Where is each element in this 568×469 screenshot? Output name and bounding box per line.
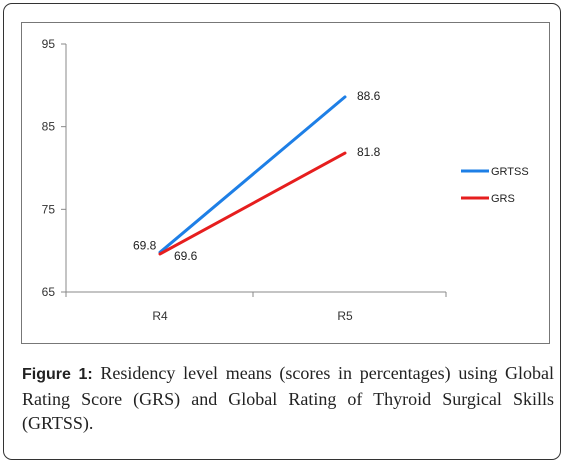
x-tick-label: R4 <box>152 309 168 323</box>
chart-frame <box>21 22 550 344</box>
legend-label-grs: GRS <box>491 193 515 205</box>
x-tick-label: R5 <box>337 309 353 323</box>
figure-panel: Figure 1: Residency level means (scores … <box>3 3 561 460</box>
y-tick-label: 95 <box>42 37 56 51</box>
data-label: 69.8 <box>133 238 157 252</box>
data-label: 88.6 <box>357 89 381 103</box>
y-tick-label: 85 <box>42 120 56 134</box>
series-line-grtss <box>158 95 347 254</box>
data-label: 69.6 <box>174 249 198 263</box>
y-tick-label: 65 <box>42 285 56 299</box>
figure-caption: Figure 1: Residency level means (scores … <box>22 361 554 435</box>
y-tick-label: 75 <box>42 202 56 216</box>
caption-text: Residency level means (scores in percent… <box>22 363 555 433</box>
legend-label-grtss: GRTSS <box>491 166 529 178</box>
series-line-grs <box>158 151 347 256</box>
data-label: 81.8 <box>357 145 381 159</box>
caption-label: Figure 1: <box>22 366 93 383</box>
